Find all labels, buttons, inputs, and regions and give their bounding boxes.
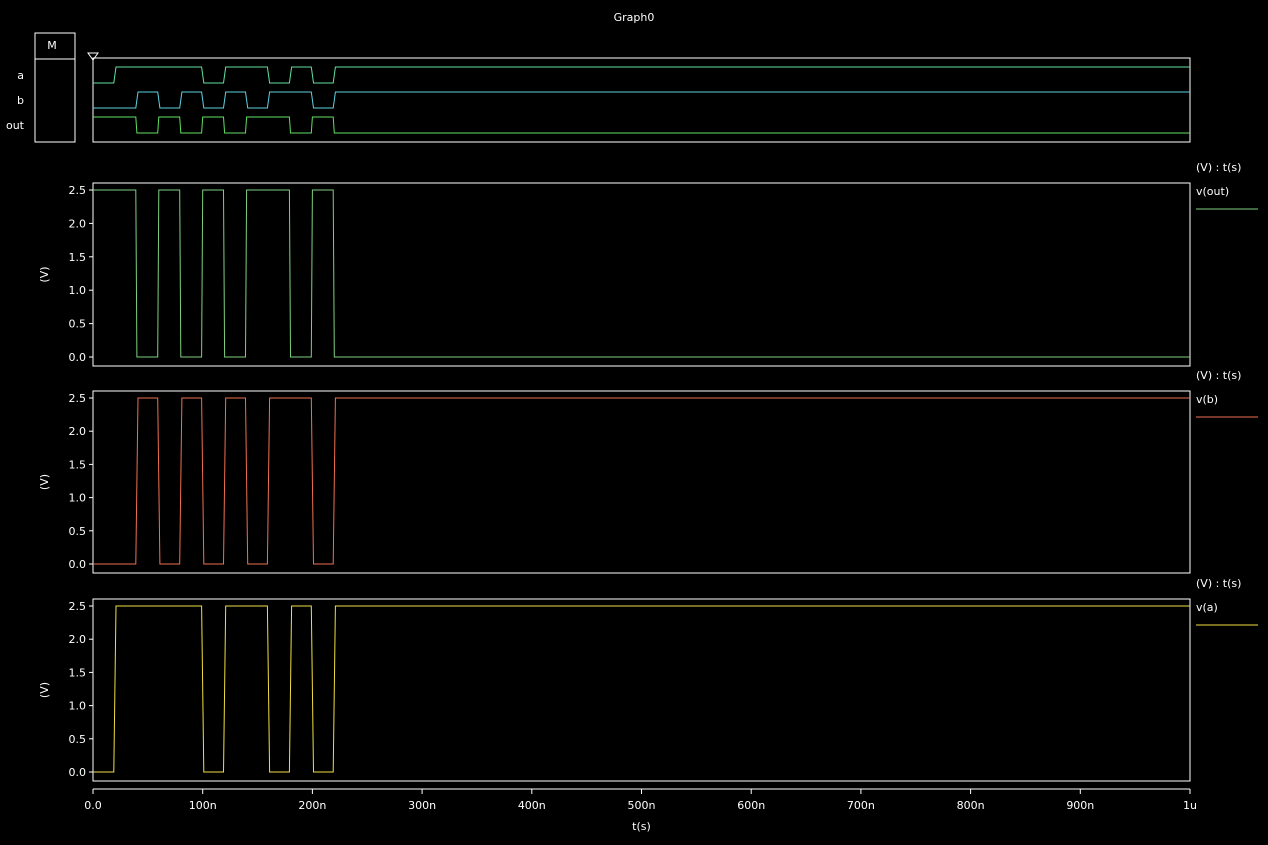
x-axis: 0.0 100n 200n 300n 400n 500n 600n 700n 800n 900n 1… [84,788,1197,833]
analog-panels: (V) : t(s)(V)0.00.51.01.52.02.5 v(out)(V)… [38,161,1258,782]
y-tick-label: 1.5 [69,666,87,679]
marker-box[interactable] [34,32,76,143]
panel-header: (V) : t(s) [1196,161,1241,174]
digital-label-b: b [17,94,24,107]
plot-frame[interactable] [92,182,1191,367]
y-tick-label: 0.5 [69,733,87,746]
legend-entry[interactable]: v(a) [1196,601,1218,614]
y-tick-label: 1.5 [69,458,87,471]
y-axis-label: (V) [38,266,51,282]
x-tick-label: 700n [847,799,875,812]
graph-title: Graph0 [614,11,655,24]
x-tick-label: 400n [518,799,546,812]
digital-trace-b[interactable] [93,91,1190,109]
plot-panel-1: (V) : t(s) (V) 0.0 0.5 1.0 1.5 2.0 2.5 v(b) [38,369,1258,574]
y-tick-label: 2.0 [69,633,87,646]
panel-header: (V) : t(s) [1196,577,1241,590]
marker-label: M [47,39,57,52]
y-tick-label: 0.0 [69,558,87,571]
x-axis-label: t(s) [632,820,651,833]
y-tick-label: 2.0 [69,425,87,438]
y-tick-label: 0.0 [69,766,87,779]
plot-panel-2: (V) : t(s) (V) 0.0 0.5 1.0 1.5 2.0 2.5 v(a) [38,577,1258,782]
plot-frame[interactable] [92,390,1191,574]
y-tick-label: 0.5 [69,318,87,331]
y-tick-label: 1.0 [69,700,87,713]
y-axis-label: (V) [38,682,51,698]
series-line-v(out)[interactable] [93,189,1190,358]
series-line-v(b)[interactable] [93,397,1190,565]
digital-panel: M a b out [6,32,1191,143]
x-tick-label: 200n [298,799,326,812]
digital-label-out: out [6,119,25,132]
series-line-v(a)[interactable] [93,605,1190,773]
y-tick-label: 1.0 [69,284,87,297]
y-axis-label: (V) [38,474,51,490]
y-tick-label: 2.5 [69,392,87,405]
digital-label-a: a [17,69,24,82]
x-tick-label: 800n [957,799,985,812]
digital-trace-a[interactable] [93,66,1190,84]
x-tick-label: 500n [628,799,656,812]
x-tick-label: 100n [189,799,217,812]
digital-trace-out[interactable] [93,116,1190,134]
y-tick-label: 0.5 [69,525,87,538]
y-tick-label: 2.0 [69,217,87,230]
y-tick-label: 2.5 [69,600,87,613]
legend-entry[interactable]: v(b) [1196,393,1218,406]
plot-frame[interactable] [92,598,1191,782]
digital-traces [93,66,1190,134]
y-tick-label: 0.0 [69,351,87,364]
panel-header: (V) : t(s) [1196,369,1241,382]
y-tick-label: 1.5 [69,251,87,264]
x-tick-label: 900n [1066,799,1094,812]
x-tick-label: 600n [737,799,765,812]
cursor-marker-icon[interactable] [87,52,99,61]
x-tick-label: 1u [1183,799,1197,812]
y-tick-label: 2.5 [69,184,87,197]
digital-plot-frame [92,57,1191,143]
x-tick-label: 300n [408,799,436,812]
plot-panel-0: (V) : t(s) (V) 0.0 0.5 1.0 1.5 2.0 2.5 v(out) [38,161,1258,367]
legend-entry[interactable]: v(out) [1196,185,1229,198]
x-tick-label: 0.0 [84,799,102,812]
y-tick-label: 1.0 [69,492,87,505]
